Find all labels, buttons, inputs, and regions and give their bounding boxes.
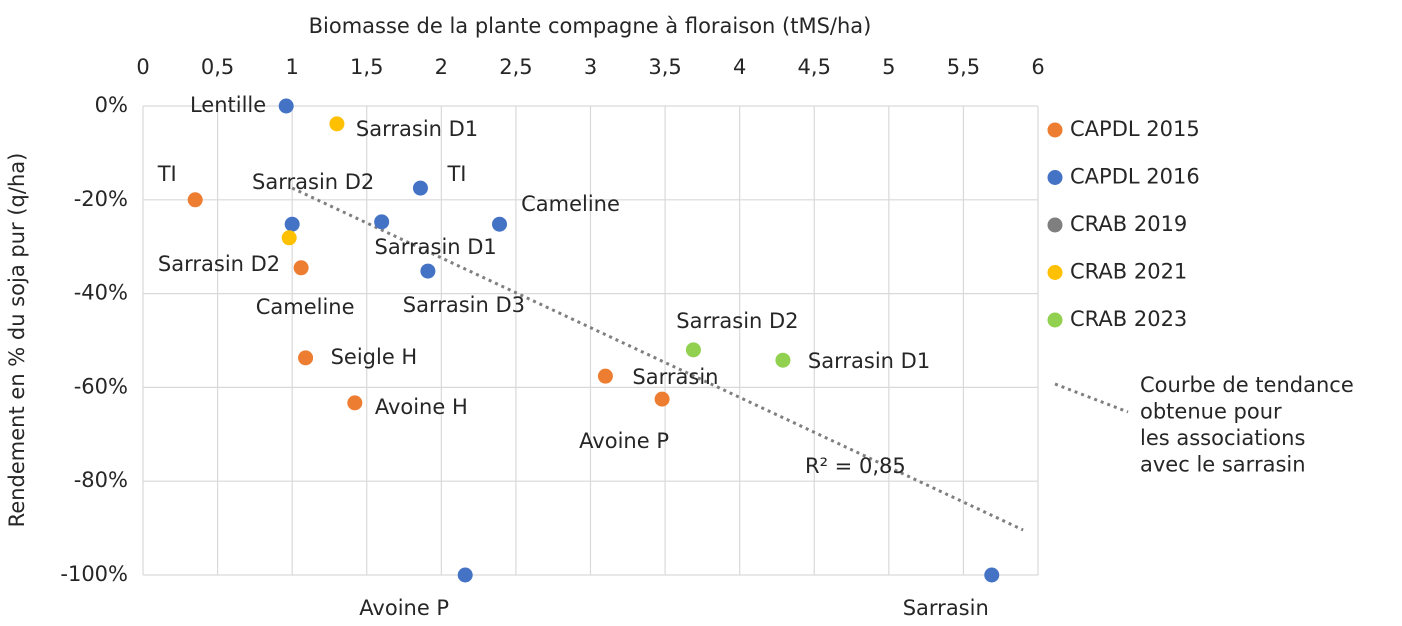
point xyxy=(374,214,390,230)
legend-marker xyxy=(1047,170,1063,185)
y-axis-title: Rendement en % du soja pur (q/ha) xyxy=(5,153,29,528)
legend-marker xyxy=(1047,312,1063,328)
point xyxy=(457,567,473,583)
trendline xyxy=(291,186,1024,532)
point xyxy=(278,98,294,114)
y-tick-label: -60% xyxy=(74,374,128,398)
legend-marker xyxy=(1047,122,1063,138)
point xyxy=(654,391,670,407)
point xyxy=(329,116,345,132)
x-tick-label: 3,5 xyxy=(648,55,681,79)
legend-label: CAPDL 2016 xyxy=(1070,165,1200,189)
point xyxy=(284,216,300,232)
x-tick-label: 5 xyxy=(882,55,895,79)
point-label: Cameline xyxy=(521,192,620,216)
y-tick-label: 0% xyxy=(95,93,128,117)
legend-trendline-label: les associations xyxy=(1140,426,1305,450)
point-label: Sarrasin D2 xyxy=(252,170,374,194)
point-label: Cameline xyxy=(256,295,355,319)
legend-marker xyxy=(1047,265,1063,280)
legend-trendline-label: Courbe de tendance xyxy=(1140,373,1354,397)
point-label: Sarrasin D3 xyxy=(403,293,525,317)
x-tick-label: 4,5 xyxy=(798,55,831,79)
legend-label: CAPDL 2015 xyxy=(1070,117,1200,141)
point xyxy=(775,352,791,368)
legend-trendline-label: avec le sarrasin xyxy=(1140,453,1306,477)
x-tick-label: 1 xyxy=(285,55,298,79)
legend-label: CRAB 2023 xyxy=(1070,307,1187,331)
point xyxy=(412,180,428,196)
point-label: Sarrasin D2 xyxy=(158,252,280,276)
point-label: TI xyxy=(157,162,177,186)
point-label: Lentille xyxy=(190,93,266,117)
x-tick-label: 2,5 xyxy=(499,55,532,79)
point xyxy=(492,216,508,232)
legend-label: CRAB 2021 xyxy=(1070,260,1187,284)
legend-label: CRAB 2019 xyxy=(1070,212,1187,236)
point-label: TI xyxy=(446,162,466,186)
point xyxy=(347,395,363,411)
point xyxy=(187,192,203,208)
x-tick-label: 5,5 xyxy=(947,55,980,79)
legend-marker xyxy=(1047,217,1063,233)
y-tick-label: -100% xyxy=(60,562,128,586)
point-label: Avoine P xyxy=(579,429,669,453)
point xyxy=(293,260,309,276)
point-label: Sarrasin D2 xyxy=(676,309,798,333)
x-tick-label: 1,5 xyxy=(350,55,383,79)
point-label: Avoine P xyxy=(359,596,449,620)
point-label: Avoine H xyxy=(375,395,468,419)
point xyxy=(984,567,1000,583)
legend-trendline-label: obtenue pour xyxy=(1140,400,1282,424)
point-label: Sarrasin xyxy=(632,365,718,389)
point xyxy=(685,342,701,358)
point-label: Seigle H xyxy=(331,345,418,369)
point-label: Sarrasin D1 xyxy=(356,117,478,141)
point xyxy=(597,368,613,384)
point xyxy=(281,230,297,246)
point-label: Sarrasin xyxy=(903,596,989,620)
point xyxy=(298,350,314,366)
x-tick-label: 0 xyxy=(136,55,149,79)
y-tick-label: -80% xyxy=(74,468,128,492)
x-tick-label: 4 xyxy=(733,55,746,79)
x-tick-label: 6 xyxy=(1031,55,1044,79)
x-axis-title: Biomasse de la plante compagne à florais… xyxy=(309,14,872,38)
legend-trendline-marker xyxy=(1054,382,1129,414)
x-tick-label: 2 xyxy=(435,55,448,79)
point-label: Sarrasin D1 xyxy=(808,349,930,373)
x-tick-label: 3 xyxy=(584,55,597,79)
point xyxy=(420,263,436,279)
point-label: Sarrasin D1 xyxy=(375,235,497,259)
x-tick-label: 0,5 xyxy=(201,55,234,79)
y-tick-label: -40% xyxy=(74,281,128,305)
trendline-annotation: R² = 0,85 xyxy=(805,454,906,478)
y-tick-label: -20% xyxy=(74,187,128,211)
